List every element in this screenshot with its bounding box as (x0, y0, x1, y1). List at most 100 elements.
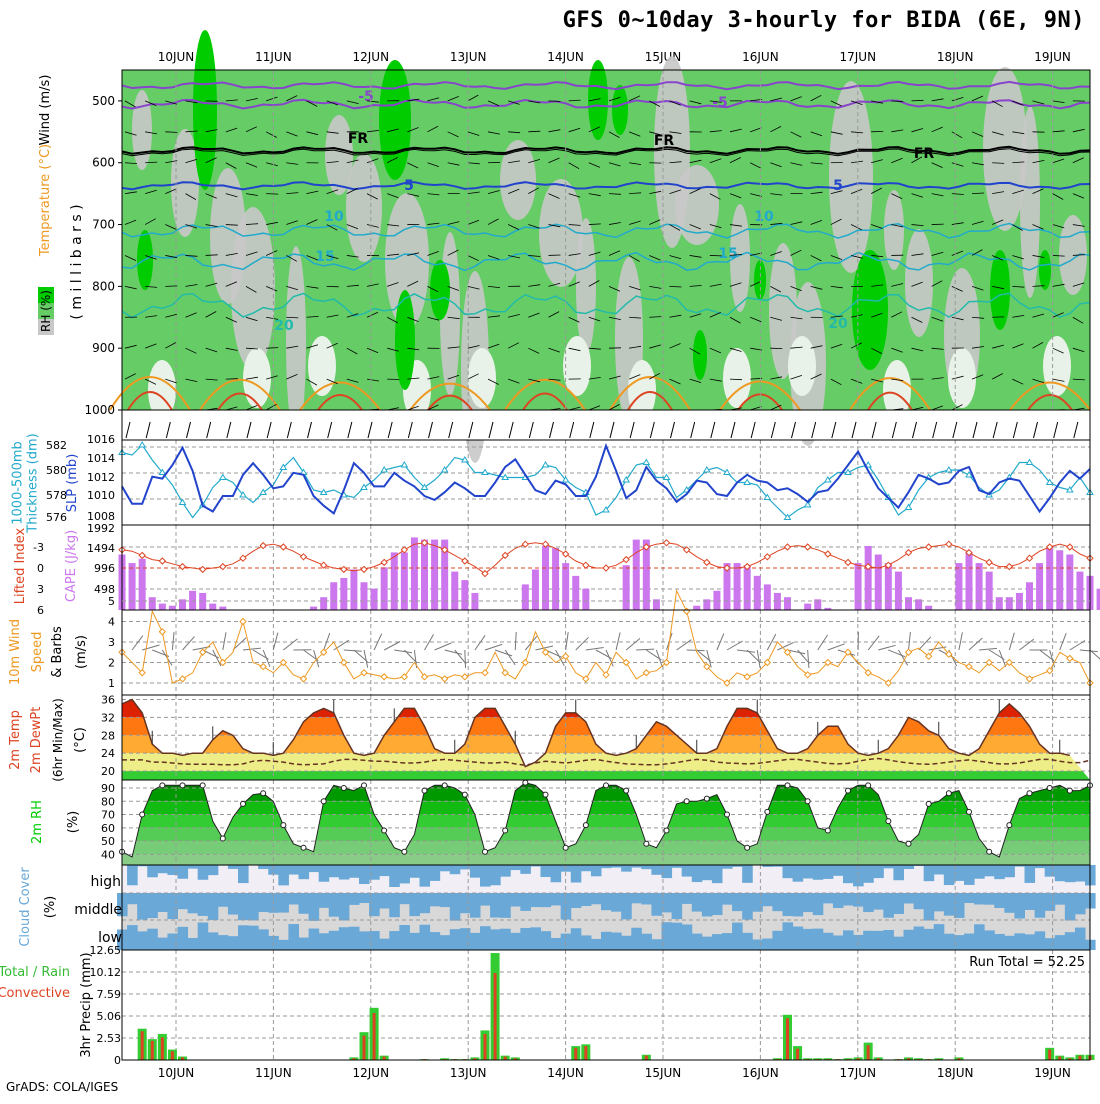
wind-speed-point (502, 670, 508, 676)
bottom-day-label: 16JUN (742, 1066, 779, 1080)
cloud-middle-bar (762, 893, 773, 906)
surface-wind-barb (384, 642, 400, 651)
cape-bar (582, 589, 589, 610)
thickness-point (543, 462, 549, 467)
lifted-index-point (341, 566, 347, 572)
temp-axis-label-3: (6hr Min/Max) (51, 698, 65, 782)
cloud-high-bar (994, 865, 1005, 879)
lifted-index-point (260, 543, 266, 549)
pressure-tick-label: 900 (92, 341, 115, 355)
cape-bar (330, 582, 337, 610)
rh-tick-label: 50 (101, 835, 115, 848)
cape-bar (623, 565, 630, 610)
surface-wind-barb (606, 650, 613, 666)
cloud-high-bar (1025, 865, 1036, 883)
lifted-index-axis-label: Lifted Index (13, 527, 28, 604)
chart-title: GFS 0~10day 3-hourly for BIDA (6E, 9N) (0, 8, 1085, 33)
cloud-high-bar (299, 865, 310, 879)
rh-moist-patch (693, 330, 707, 380)
surface-wind-barb (172, 632, 174, 650)
cloud-middle-bar (299, 893, 310, 914)
cloud-middle-bar (248, 893, 259, 920)
surface-wind-barb (777, 642, 793, 650)
rh-moist-patch (1039, 250, 1051, 290)
wind-speed-point (180, 676, 186, 682)
rh-dry-patch (286, 246, 306, 438)
cloud-middle-bar (904, 893, 915, 903)
cloud-high-bar (420, 865, 431, 887)
cloud-low-bar (621, 936, 632, 950)
cloud-middle-bar (541, 893, 552, 907)
cloud-middle-bar (1035, 893, 1046, 918)
cloud-middle-bar (1055, 893, 1066, 905)
cloud-middle-bar (732, 893, 743, 911)
cloud-low-bar (450, 929, 461, 950)
rh-point (684, 799, 689, 804)
cape-bar (532, 569, 539, 610)
cape-bar (693, 606, 700, 610)
cloud-low-bar (409, 933, 420, 950)
cape-bar (310, 607, 317, 610)
cape-bar (804, 604, 811, 610)
precip-run-total: Run Total = 52.25 (969, 955, 1085, 970)
cape-bar (996, 597, 1003, 610)
cloud-middle-bar (208, 893, 219, 920)
cloud-high-bar (692, 865, 703, 882)
cloud-low-bar (994, 934, 1005, 950)
wind-tick-label: 1 (108, 677, 115, 690)
rh-moist-patch (612, 85, 628, 135)
rh-point (543, 792, 548, 797)
cloud-middle-bar (530, 893, 541, 907)
rh-point (624, 788, 629, 793)
surface-wind-barb (818, 635, 828, 650)
cloud-middle-bar (309, 893, 320, 921)
wind-axis-label-1: 10m Wind (8, 619, 23, 685)
cloud-middle-bar (1075, 893, 1086, 914)
lifted-index-point (583, 562, 589, 568)
surface-wind-barb (888, 650, 905, 657)
wind-speed-point (462, 674, 468, 680)
precip-legend-total: Total / Rain (0, 965, 70, 980)
precip-convective-bar (1048, 1050, 1051, 1060)
cloud-low-bar (1055, 935, 1066, 950)
cloud-low-bar (682, 924, 693, 950)
top-day-label: 12JUN (353, 50, 390, 64)
cape-bar (129, 563, 136, 610)
lifted-index-point (603, 565, 609, 571)
rh-point (200, 783, 205, 788)
cloud-high-bar (783, 865, 794, 878)
cloud-high-bar (178, 865, 189, 879)
temp-band (122, 717, 1090, 735)
wind-axis-label-4: (m/s) (74, 635, 89, 669)
wind-axis-label-2-line: Speed (30, 632, 45, 673)
bottom-day-label: 13JUN (450, 1066, 487, 1080)
cloud-middle-bar (480, 893, 491, 906)
cloud-low-bar (1014, 933, 1025, 950)
cloud-high-bar (682, 865, 693, 877)
cloud-middle-bar (450, 893, 461, 921)
cloud-low-bar (228, 936, 239, 950)
cloud-high-bar (934, 865, 945, 874)
cloud-middle-bar (238, 893, 249, 920)
rh-2m-axis-label-line: 2m RH (30, 800, 45, 844)
cloud-axis-label-line: Cloud Cover (18, 867, 33, 947)
cape-bar (1026, 582, 1033, 610)
cape-bar (764, 584, 771, 610)
cloud-low-bar (742, 933, 753, 950)
rh-band (122, 815, 1090, 828)
cloud-low-bar (944, 934, 955, 950)
cloud-middle-bar (258, 893, 269, 912)
surface-wind-barb (757, 650, 760, 668)
rh-point (825, 828, 830, 833)
rh-point (946, 791, 951, 796)
cape-bar (461, 580, 468, 610)
surface-wind-barb (243, 648, 261, 650)
lifted-index-point (986, 559, 992, 565)
cloud-middle-bar (611, 893, 622, 912)
cape-bar (421, 540, 428, 610)
cloud-low-bar (853, 935, 864, 950)
lifted-index-point (240, 555, 246, 561)
rh-point (1067, 788, 1072, 793)
temp-axis-label-2-line: 2m DewPt (29, 707, 44, 774)
cape-bar (713, 591, 720, 610)
